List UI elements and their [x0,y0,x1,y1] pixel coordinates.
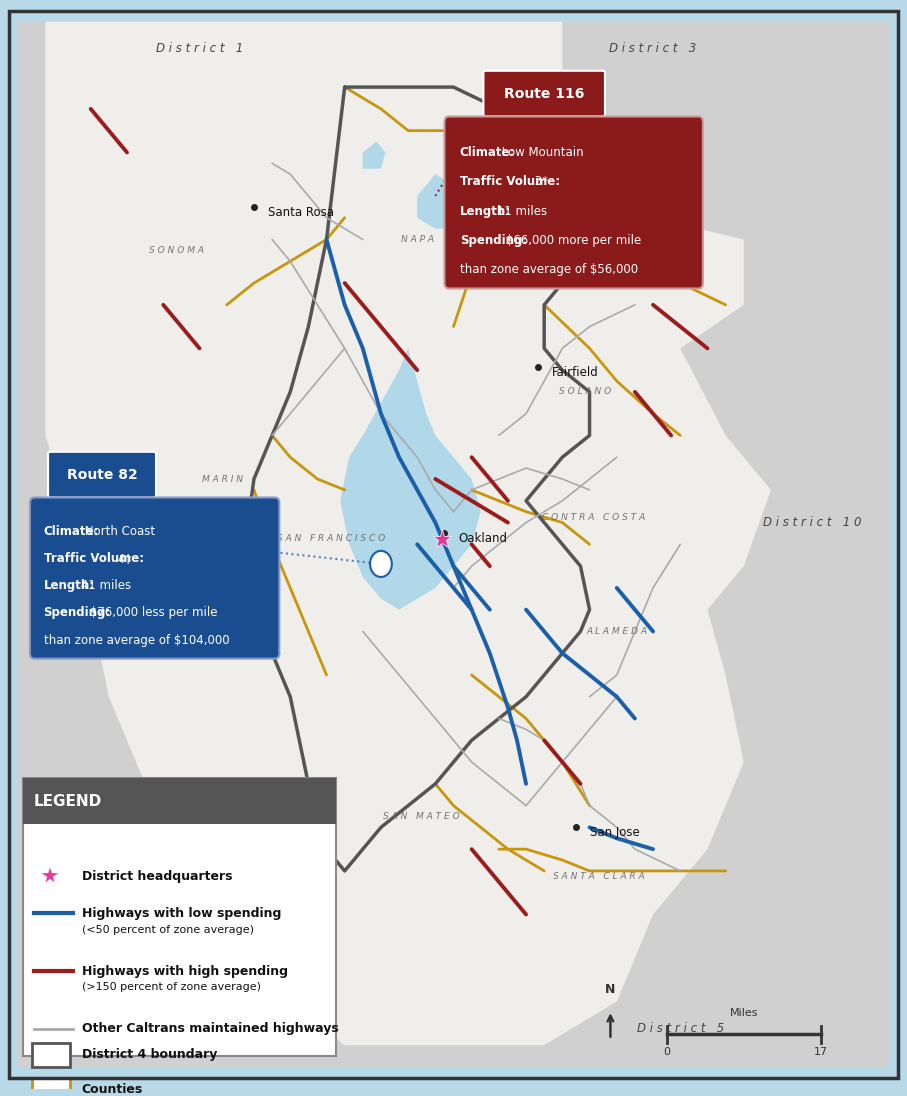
Text: A L A M E D A: A L A M E D A [586,627,648,636]
Text: than zone average of $104,000: than zone average of $104,000 [44,633,229,647]
Text: Climate:: Climate: [44,525,99,538]
Text: S O N O M A: S O N O M A [150,246,204,255]
Polygon shape [18,22,889,1066]
Text: Highways with high spending: Highways with high spending [82,964,288,978]
Text: Route 82: Route 82 [66,468,138,481]
Text: D i s t r i c t   1 0: D i s t r i c t 1 0 [763,516,861,529]
Polygon shape [340,349,481,609]
Text: LEGEND: LEGEND [34,794,102,809]
Text: 17: 17 [814,1048,828,1058]
Text: D i s t r i c t   1: D i s t r i c t 1 [156,43,243,56]
Bar [32,1043,70,1066]
Text: Santa Rosa: Santa Rosa [268,206,334,219]
Text: Length:: Length: [460,205,511,218]
Text: 4†: 4† [114,552,132,564]
Text: N: N [605,983,616,996]
Circle shape [370,551,392,576]
Text: (>150 percent of zone average): (>150 percent of zone average) [82,982,260,992]
Bar [32,1077,70,1096]
Text: District headquarters: District headquarters [82,870,232,883]
Text: S A N   F R A N C I S C O: S A N F R A N C I S C O [277,535,385,544]
Text: 41 miles: 41 miles [76,579,131,592]
FancyBboxPatch shape [444,116,703,288]
Text: Traffic Volume:: Traffic Volume: [44,552,143,564]
Text: North Coast: North Coast [82,525,155,538]
Text: $66,000 more per mile: $66,000 more per mile [502,235,641,247]
FancyBboxPatch shape [48,452,156,498]
Text: Other Caltrans maintained highways: Other Caltrans maintained highways [82,1023,338,1036]
Polygon shape [417,174,463,229]
Text: D i s t r i c t   3: D i s t r i c t 3 [610,43,697,56]
Text: C O N T R A   C O S T A: C O N T R A C O S T A [542,513,646,522]
Text: San Jose: San Jose [590,826,639,840]
Text: than zone average of $56,000: than zone average of $56,000 [460,263,638,276]
Text: Fairfield: Fairfield [551,366,599,379]
Text: Low Mountain: Low Mountain [498,146,583,159]
FancyBboxPatch shape [23,778,336,824]
Text: District 4 boundary: District 4 boundary [82,1049,217,1061]
Text: Spending:: Spending: [44,606,111,619]
FancyBboxPatch shape [30,498,279,659]
Text: Miles: Miles [729,1008,758,1018]
Text: $76,000 less per mile: $76,000 less per mile [86,606,218,619]
Text: S A N   M A T E O: S A N M A T E O [384,812,460,821]
Text: Oakland: Oakland [458,533,507,546]
Text: 11 miles: 11 miles [493,205,547,218]
Polygon shape [45,22,771,1046]
Text: Highways with low spending: Highways with low spending [82,906,281,920]
Text: S A N T A   C L A R A: S A N T A C L A R A [552,872,645,881]
FancyBboxPatch shape [483,71,605,116]
Text: Route 116: Route 116 [504,87,584,101]
Text: Counties: Counties [82,1083,143,1096]
Text: M A R I N: M A R I N [201,475,243,483]
Text: Climate:: Climate: [460,146,515,159]
Polygon shape [363,141,385,169]
FancyBboxPatch shape [23,778,336,1057]
Text: S O L A N O: S O L A N O [559,387,611,397]
Text: Spending:: Spending: [460,235,527,247]
Text: (<50 percent of zone average): (<50 percent of zone average) [82,925,254,935]
Text: N A P A: N A P A [401,235,434,244]
Text: Length:: Length: [44,579,94,592]
Text: 3*: 3* [531,175,548,189]
Text: 0: 0 [663,1048,670,1058]
Text: D i s t r i c t   5: D i s t r i c t 5 [637,1023,724,1036]
Text: Traffic Volume:: Traffic Volume: [460,175,560,189]
